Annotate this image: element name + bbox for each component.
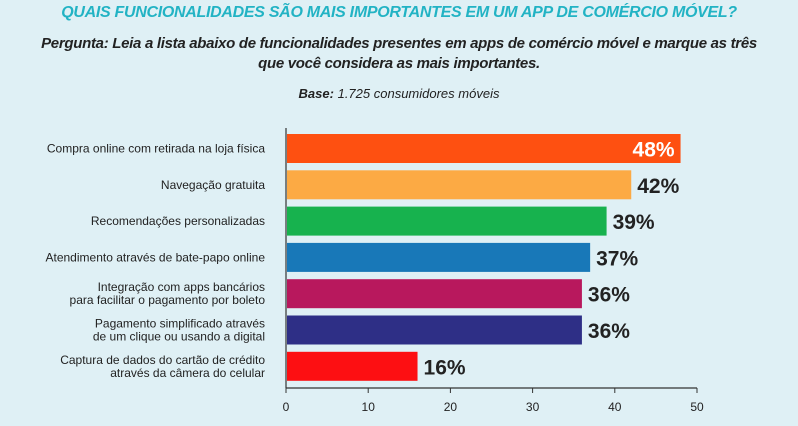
data-label: 42%: [637, 175, 679, 198]
base-value: 1.725 consumidores móveis: [337, 86, 500, 101]
bar: [287, 170, 632, 200]
category-label: de um clique ou usando a digital: [93, 330, 265, 344]
category-label: para facilitar o pagamento por boleto: [70, 293, 266, 307]
chart-title: QUAIS FUNCIONALIDADES SÃO MAIS IMPORTANT…: [61, 4, 737, 21]
x-tick-label: 40: [608, 400, 622, 414]
data-label: 48%: [633, 139, 675, 162]
x-tick-label: 0: [283, 400, 290, 414]
category-label: Captura de dados do cartão de crédito: [60, 353, 265, 367]
x-tick-label: 20: [444, 400, 458, 414]
data-label: 36%: [588, 284, 630, 307]
data-label: 37%: [596, 247, 638, 270]
category-label: Integração com apps bancários: [98, 280, 265, 294]
base-label: Base:: [298, 86, 334, 101]
question-text: Pergunta: Leia a lista abaixo de funcion…: [41, 35, 757, 72]
bar: [287, 279, 582, 309]
category-label: Atendimento através de bate-papo online: [46, 250, 266, 264]
bar: [287, 134, 681, 163]
category-label: Recomendações personalizadas: [91, 214, 265, 228]
x-tick-label: 10: [362, 400, 376, 414]
base-note: Base: 1.725 consumidores móveis: [0, 86, 798, 101]
data-label: 16%: [424, 356, 466, 379]
bar: [287, 315, 582, 345]
category-label: Navegação gratuita: [161, 178, 265, 192]
category-label: Compra online com retirada na loja físic…: [47, 142, 265, 156]
data-label: 36%: [588, 320, 630, 343]
x-tick-label: 50: [690, 400, 704, 414]
bar: [287, 242, 591, 272]
bar: [287, 206, 607, 236]
bar: [287, 351, 418, 381]
x-tick-label: 30: [526, 400, 540, 414]
category-label: através da câmera do celular: [110, 366, 265, 380]
category-label: Pagamento simplificado através: [95, 317, 265, 331]
data-label: 39%: [613, 211, 655, 234]
